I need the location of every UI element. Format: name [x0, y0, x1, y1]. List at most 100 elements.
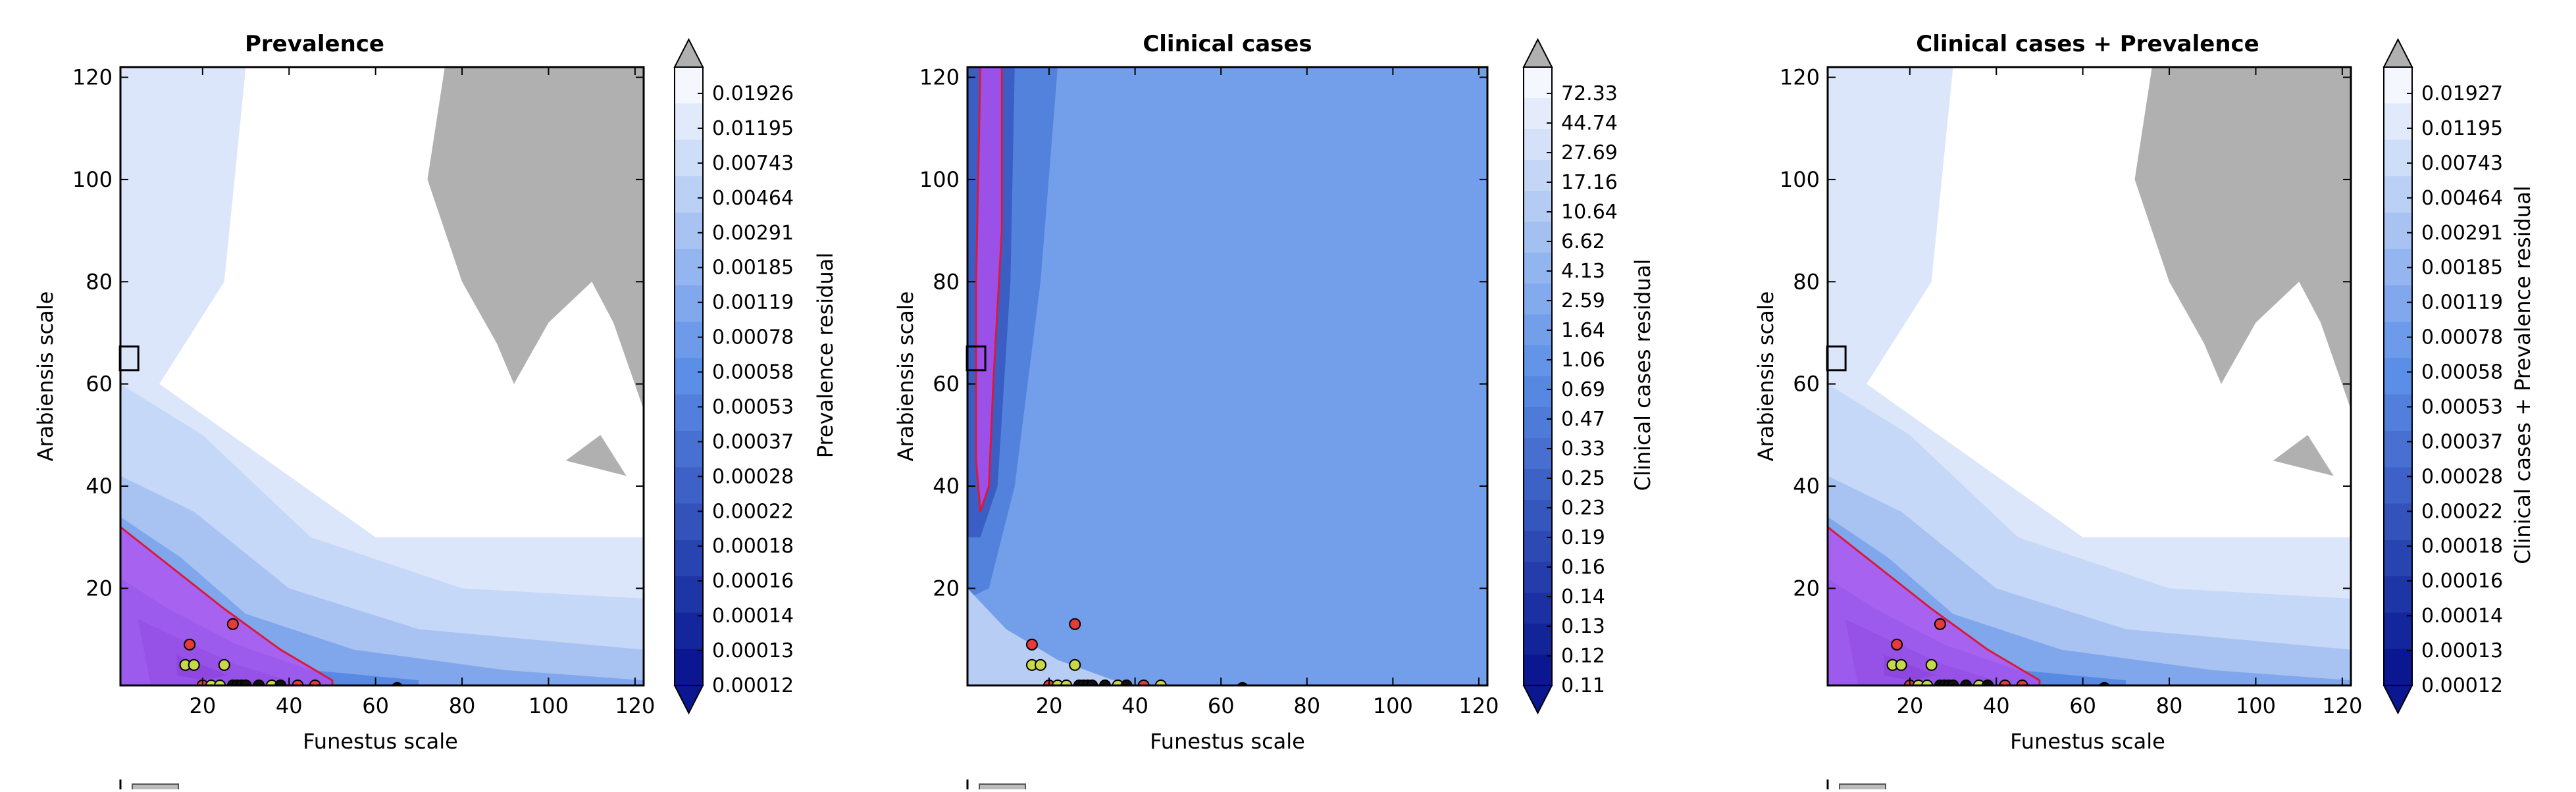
- colorbar-tick-label: 0.13: [1561, 615, 1605, 638]
- colorbar-tick-label: 0.00018: [2421, 535, 2503, 558]
- data-point: [1972, 680, 1985, 685]
- x-tick-label: 20: [1036, 693, 1063, 718]
- colorbar-swatch: [675, 467, 703, 505]
- colorbar: 72.33 44.74 27.69 17.16 10.64 6.62 4.13 2.59 1.6…: [1522, 37, 1618, 715]
- data-point: [253, 680, 265, 685]
- colorbar-swatch: [2384, 430, 2412, 468]
- colorbar-tick-label: 0.00464: [712, 187, 794, 210]
- data-point: [188, 658, 200, 671]
- data-point: [1086, 680, 1098, 685]
- colorbar-tick-label: 0.00022: [2421, 500, 2503, 523]
- colorbar-tick-label: 0.00291: [2421, 222, 2503, 245]
- colorbar-tick-label: 1.06: [1561, 349, 1605, 372]
- data-point: [184, 638, 196, 651]
- colorbar-tick-label: 0.00028: [712, 465, 794, 488]
- colorbar-tick-label: 0.00743: [712, 152, 794, 175]
- chart-title: Prevalence: [245, 31, 384, 57]
- plot-area: [967, 67, 1487, 685]
- colorbar-tick-label: 0.00058: [712, 361, 794, 384]
- x-tick-label: 80: [1293, 693, 1320, 718]
- colorbar-tick-label: 0.00013: [712, 639, 794, 662]
- colorbar-tick-label: 0.00185: [712, 257, 794, 280]
- data-point: [1999, 680, 2011, 685]
- colorbar-tick-label: 0.00028: [2421, 465, 2503, 488]
- chart-title: Clinical cases + Prevalence: [1916, 31, 2259, 57]
- y-axis-label: Arabiensis scale: [1753, 291, 1778, 462]
- colorbar-swatch: [675, 285, 703, 322]
- data-point: [1237, 681, 1248, 685]
- colorbar-tick-label: 0.01195: [712, 117, 794, 140]
- data-point: [1060, 680, 1073, 685]
- panel-clinical-cases-prevalence: Clinical cases + Prevalence Funestus sca…: [1720, 0, 2576, 792]
- gray-region: [427, 67, 644, 410]
- x-tick-label: 120: [615, 693, 655, 718]
- colorbar-tick-label: 0.01195: [2421, 117, 2503, 140]
- y-tick-label: 40: [1793, 474, 1820, 499]
- colorbar-tick-label: 0.33: [1561, 437, 1605, 460]
- y-tick-label: 20: [86, 576, 113, 601]
- gray-region: [565, 435, 627, 476]
- colorbar-swatch: [2384, 503, 2412, 541]
- colorbar-swatch: [675, 649, 703, 686]
- gray-region: [2273, 435, 2334, 476]
- data-point: [1960, 680, 1972, 685]
- colorbar-tick-label: 4.13: [1561, 260, 1605, 283]
- colorbar-swatch: [2384, 358, 2412, 395]
- colorbar-tick-label: 0.00014: [712, 605, 794, 628]
- colorbar-frame: [674, 66, 704, 686]
- plot-area: [1828, 67, 2351, 685]
- legend-swatch: [132, 783, 179, 792]
- background: [967, 67, 1487, 685]
- colorbar-tick-label: 0.00012: [2421, 674, 2503, 697]
- colorbar-swatch: [675, 322, 703, 359]
- x-tick-label: 120: [1458, 693, 1499, 718]
- chart-clinical-cases: Clinical cases Funestus scale Arabiensis…: [893, 31, 1655, 792]
- data-point: [1912, 680, 1924, 685]
- y-tick-label: 120: [1780, 65, 1820, 90]
- colorbar-swatch: [675, 139, 703, 177]
- data-point: [226, 618, 239, 630]
- colorbar-swatch: [1524, 500, 1552, 532]
- legend-swatch: [1839, 783, 1886, 792]
- y-tick-label: 80: [933, 269, 960, 294]
- data-point: [1891, 638, 1903, 651]
- x-tick-label: 100: [2236, 693, 2276, 718]
- x-tick-label: 60: [2069, 693, 2096, 718]
- colorbar-swatch: [1524, 191, 1552, 222]
- colorbar-tick-label: 0.19: [1561, 526, 1605, 549]
- y-tick-label: 60: [933, 372, 960, 397]
- panel-clinical-cases: Clinical cases Funestus scale Arabiensis…: [860, 0, 1716, 792]
- x-tick-label: 60: [1208, 693, 1235, 718]
- colorbar-swatch: [1524, 407, 1552, 439]
- colorbar-swatch: [1524, 222, 1552, 253]
- data-point: [2016, 680, 2028, 685]
- colorbar-swatch: [1524, 376, 1552, 408]
- x-tick-label: 80: [2156, 693, 2183, 718]
- y-tick-label: 40: [933, 474, 960, 499]
- data-point: [1098, 680, 1111, 685]
- colorbar-tick-label: 0.00018: [712, 535, 794, 558]
- x-tick-label: 40: [1121, 693, 1148, 718]
- colorbar-swatch: [2384, 394, 2412, 432]
- colorbar-swatch: [675, 358, 703, 395]
- colorbar: 0.01926 0.01195 0.00743 0.00464 0.00291 0.001…: [673, 37, 794, 715]
- y-axis-label: Arabiensis scale: [33, 291, 58, 462]
- x-tick-label: 40: [276, 693, 303, 718]
- colorbar-tick-label: 0.16: [1561, 556, 1605, 579]
- highlight-region: [120, 526, 334, 685]
- x-axis-label: Funestus scale: [1150, 729, 1305, 754]
- colorbar-swatch: [675, 103, 703, 141]
- y-tick-label: 60: [1793, 372, 1820, 397]
- colorbar-tick-label: 0.00078: [712, 326, 794, 349]
- data-point: [1025, 638, 1038, 651]
- x-tick-label: 40: [1983, 693, 2010, 718]
- colorbar-tick-label: 0.01926: [712, 82, 794, 105]
- x-tick-label: 100: [1373, 693, 1413, 718]
- colorbar-swatch: [1524, 253, 1552, 284]
- data-point: [1947, 680, 1959, 685]
- y-tick-label: 100: [1780, 167, 1820, 192]
- colorbar-swatch: [1524, 160, 1552, 191]
- colorbar-swatch: [2384, 576, 2412, 613]
- x-tick-label: 60: [362, 693, 389, 718]
- colorbar-swatch: [1524, 438, 1552, 470]
